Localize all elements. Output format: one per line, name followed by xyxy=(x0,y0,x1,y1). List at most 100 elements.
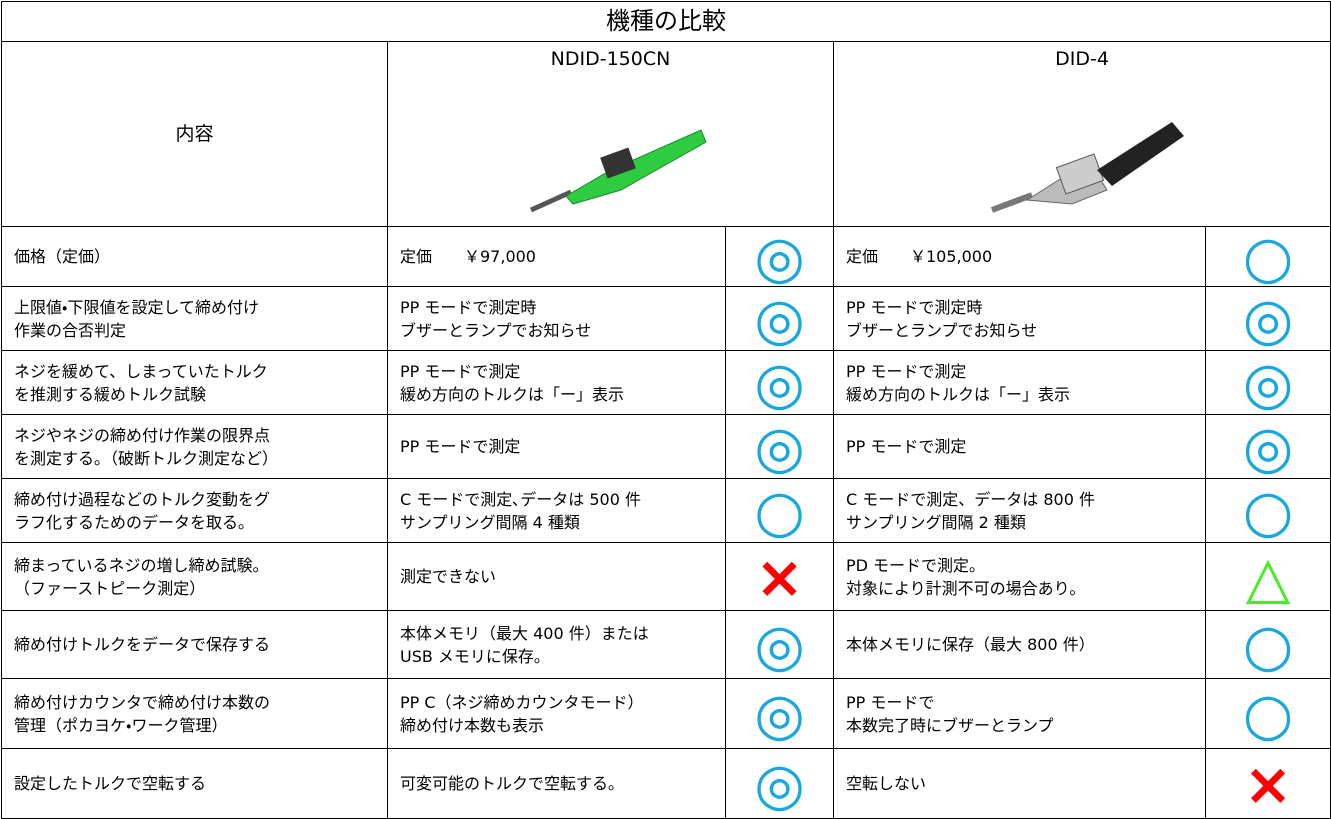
cell-line: サンプリング間隔 4 種類 xyxy=(400,512,580,532)
cell-line: 測定できない xyxy=(400,567,497,586)
cell-line: サンプリング間隔 2 種類 xyxy=(846,512,1026,532)
description-cell: PP C（ネジ締めカウンタモード） 締め付け本数も表示 xyxy=(387,678,726,749)
cell-line: ラフ化するためのデータを取る。 xyxy=(14,512,255,532)
rating-cell: ○ xyxy=(725,478,834,543)
rating-cell: ◎ xyxy=(725,286,834,351)
cell-line: PP モードで xyxy=(846,692,935,712)
display xyxy=(599,147,636,179)
cell-line: C モードで測定、データは 800 件 xyxy=(846,489,1095,509)
item-cell: 締め付けトルクをデータで保存する xyxy=(1,610,388,679)
cell-line: 締まっているネジの増し締め試験。 xyxy=(14,555,269,575)
rating-cell: ◎ xyxy=(725,226,834,287)
description-cell: PP モードで測定時 ブザーとランプでお知らせ xyxy=(387,286,726,351)
cell-line: 空転しない xyxy=(846,774,927,793)
rating-symbol: ◎ xyxy=(1242,350,1294,415)
rating-symbol: ○ xyxy=(1242,478,1294,543)
data-row: 価格（定価） 定価 ￥97,000 ◎ 定価 ￥105,000 ○ xyxy=(1,226,1331,287)
model-name: NDID-150CN xyxy=(550,48,671,70)
cell-line: PP モードで測定 xyxy=(400,361,521,381)
cell-line: C モードで測定､データは 500 件 xyxy=(400,489,641,509)
description-cell: PP モードで測定 xyxy=(833,414,1206,479)
rating-cell: ◎ xyxy=(1204,350,1331,415)
data-row: 上限値・下限値を設定して締め付け 作業の合否判定 PP モードで測定時 ブザーとランプ… xyxy=(1,286,1331,351)
cell-line: PP モードで測定 xyxy=(400,437,521,456)
cell-line: 締め付け本数も表示 xyxy=(400,715,545,735)
rating-cell: ○ xyxy=(1204,478,1331,543)
cell-line: 価格（定価） xyxy=(14,247,111,266)
rating-cell: ◎ xyxy=(1204,286,1331,351)
display xyxy=(1055,153,1105,195)
rating-cell: ◎ xyxy=(725,748,834,819)
cell-line: 締め付け過程などのトルク変動をグ xyxy=(14,489,271,509)
item-cell: 締め付け過程などのトルク変動をグ ラフ化するためのデータを取る。 xyxy=(1,478,388,543)
table-title: 機種の比較 xyxy=(0,1,1331,42)
rating-symbol: ◎ xyxy=(1242,286,1294,351)
cell-line: 締め付けカウンタで締め付け本数の xyxy=(14,692,271,712)
cell-line: PP モードで測定 xyxy=(846,361,967,381)
rating-symbol: ◎ xyxy=(754,350,805,415)
description-cell: 本体メモリに保存（最大 800 件） xyxy=(833,610,1206,679)
cell-line: 作業の合否判定 xyxy=(14,320,127,340)
rating-symbol: × xyxy=(1243,749,1293,818)
cell-line: （ファーストピーク測定） xyxy=(14,578,206,598)
cell-line: ネジを緩めて、しまっていたトルク xyxy=(14,361,268,381)
column-label: 内容 xyxy=(1,41,388,227)
title-row: 機種の比較 xyxy=(0,1,1331,42)
rating-symbol: ◎ xyxy=(754,610,805,679)
model-header: NDID-150CN xyxy=(387,41,834,227)
description-cell: 空転しない xyxy=(833,748,1206,819)
description-cell: PP モードで測定時ブザーとランプでお知らせ xyxy=(833,286,1206,351)
description-cell: 本体メモリ（最大 400 件）または USB メモリに保存。 xyxy=(387,610,726,679)
rating-symbol: ◎ xyxy=(754,679,805,748)
item-cell: 価格（定価） xyxy=(1,226,388,287)
cell-line: ブザーとランプでお知らせ xyxy=(846,320,1038,340)
bit xyxy=(990,192,1034,213)
cell-line: PP モードで測定時 xyxy=(400,297,537,317)
data-row: 締め付けトルクをデータで保存する 本体メモリ（最大 400 件）または USB メモ… xyxy=(1,610,1331,679)
description-cell: 定価 ￥97,000 xyxy=(387,226,726,287)
model-header: DID-4 xyxy=(832,41,1331,227)
rating-cell: ◎ xyxy=(725,414,834,479)
data-row: 締め付けカウンタで締め付け本数の 管理（ポカヨケ・ワーク管理） PP C（ネジ締めカ… xyxy=(1,678,1331,749)
cell-line: 緩め方向のトルクは「ー」表示 xyxy=(400,384,625,404)
description-cell: PP モードで測定 xyxy=(387,414,726,479)
item-cell: 設定したトルクで空転する xyxy=(1,748,388,819)
description-cell: PP モードで 本数完了時にブザーとランプ xyxy=(833,678,1206,749)
item-cell: 締め付けカウンタで締め付け本数の 管理（ポカヨケ・ワーク管理） xyxy=(1,678,388,749)
cell-line: を測定する。（破断トルク測定など） xyxy=(14,448,279,468)
rating-cell: ○ xyxy=(1204,678,1331,749)
description-cell: C モードで測定､データは 500 件サンプリング間隔 4 種類 xyxy=(387,478,726,543)
item-cell: 上限値・下限値を設定して締め付け 作業の合否判定 xyxy=(1,286,388,351)
cell-line: PP モードで測定時 xyxy=(846,297,983,317)
item-cell: ネジやネジの締め付け作業の限界点 を測定する。（破断トルク測定など） xyxy=(1,414,388,479)
cell-line: 可変可能のトルクで空転する。 xyxy=(400,774,625,793)
rating-cell: × xyxy=(725,542,834,611)
handle xyxy=(564,129,707,205)
description-cell: PP モードで測定緩め方向のトルクは「ー」表示 xyxy=(387,350,726,415)
rating-cell: × xyxy=(1204,748,1331,819)
data-row: 締まっているネジの増し締め試験。 （ファーストピーク測定） 測定できない × PD モー… xyxy=(1,542,1331,611)
rating-symbol: × xyxy=(755,542,804,611)
description-cell: C モードで測定、データは 800 件サンプリング間隔 2 種類 xyxy=(833,478,1206,543)
description-cell: 測定できない xyxy=(387,542,726,611)
cell-line: PD モードで測定。 xyxy=(846,555,986,575)
description-cell: PD モードで測定。 対象により計測不可の場合あり。 xyxy=(833,542,1206,611)
bit xyxy=(529,189,572,213)
column-label-text: 内容 xyxy=(175,122,214,145)
rating-cell: ◎ xyxy=(1204,414,1331,479)
cell-line: 緩め方向のトルクは「ー」表示 xyxy=(846,384,1071,404)
cell-line: 締め付けトルクをデータで保存する xyxy=(14,635,271,654)
description-cell: 可変可能のトルクで空転する。 xyxy=(387,748,726,819)
cell-line: ネジやネジの締め付け作業の限界点 xyxy=(14,425,271,445)
cell-line: を推測する緩めトルク試験 xyxy=(14,384,207,404)
rating-symbol: ◎ xyxy=(1242,414,1294,479)
rating-cell: ◎ xyxy=(725,678,834,749)
cell-line: 上限値・下限値を設定して締め付け xyxy=(14,297,259,317)
data-row: ネジを緩めて、しまっていたトルク を推測する緩めトルク試験 PP モードで測定緩め方… xyxy=(1,350,1331,415)
rating-symbol: ◎ xyxy=(754,749,805,818)
rating-symbol: △ xyxy=(1245,542,1291,611)
cell-line: 定価 ￥97,000 xyxy=(400,247,536,266)
product-image xyxy=(990,122,1185,213)
